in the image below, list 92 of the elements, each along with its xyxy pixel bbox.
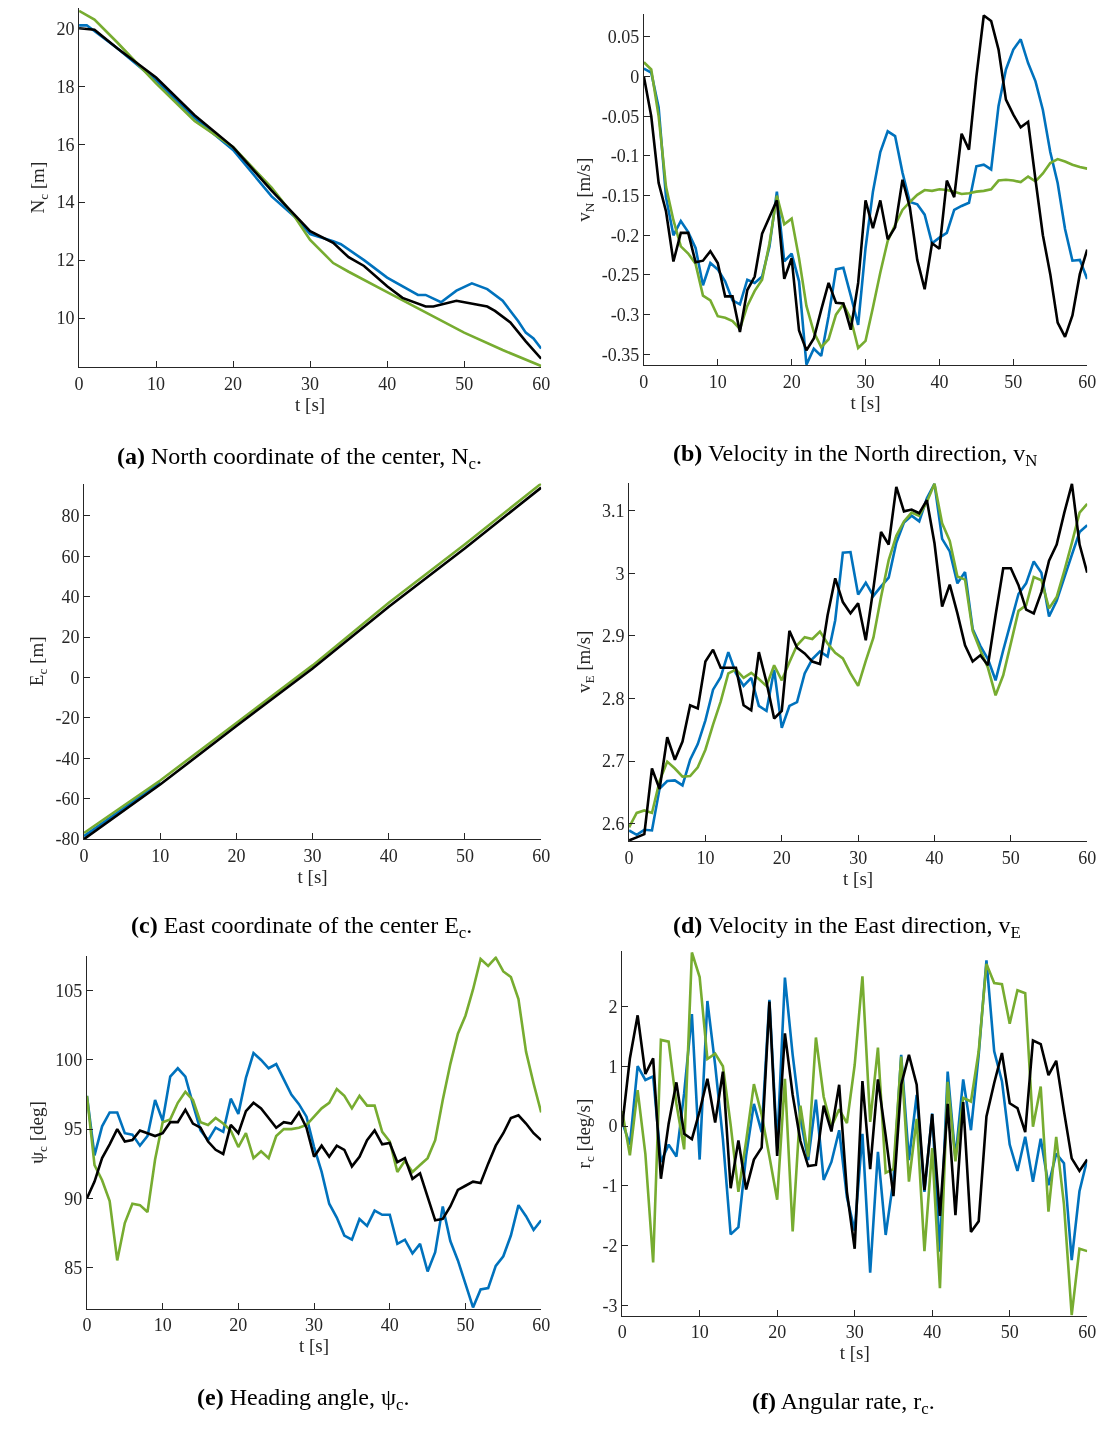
y-tick-label: 2.7 bbox=[601, 751, 625, 772]
x-tick-label: 10 bbox=[147, 374, 166, 395]
line-series bbox=[622, 1000, 1088, 1251]
x-tick-label: 20 bbox=[782, 372, 801, 393]
x-tick-label: 50 bbox=[1001, 847, 1020, 868]
x-tick-label: 20 bbox=[224, 374, 243, 395]
x-tick-label: 40 bbox=[378, 374, 397, 395]
x-tick-label: 40 bbox=[380, 1315, 399, 1336]
y-tick-label: -20 bbox=[55, 708, 80, 729]
text: (e) Heading angle, ψ$_{c}$. bbox=[197, 1384, 410, 1415]
y-tick-label: 80 bbox=[61, 506, 80, 527]
x-tick-label: 30 bbox=[305, 1315, 324, 1336]
x-axis-title: t [s] bbox=[850, 392, 881, 414]
y-tick-label: 20 bbox=[61, 627, 80, 648]
y-tick-label: 2.8 bbox=[601, 688, 625, 709]
x-axis-title: t [s] bbox=[297, 865, 328, 887]
text: (f) Angular rate, r$_{c}$. bbox=[752, 1388, 935, 1419]
line-series bbox=[86, 1101, 542, 1222]
x-tick-label: 30 bbox=[303, 845, 322, 866]
y-tick-label: 14 bbox=[56, 192, 75, 213]
x-tick-label: 50 bbox=[455, 374, 474, 395]
y-tick-label: 100 bbox=[55, 1050, 83, 1071]
y-tick-label: -0.1 bbox=[610, 146, 640, 167]
y-tick-label: -0.05 bbox=[601, 106, 640, 127]
y-tick-label: -40 bbox=[55, 748, 80, 769]
y-tick-label: -0.2 bbox=[610, 225, 640, 246]
y-tick-label: -2 bbox=[602, 1236, 618, 1257]
y-tick-label: -0.25 bbox=[601, 265, 640, 286]
line-series bbox=[86, 956, 542, 1262]
y-tick-label: 18 bbox=[56, 76, 75, 97]
x-tick-label: 60 bbox=[1078, 372, 1097, 393]
text: (a) North coordinate of the center, N$_{c}$. bbox=[117, 443, 483, 474]
y-tick-label: 12 bbox=[56, 250, 75, 271]
x-tick-label: 60 bbox=[532, 374, 551, 395]
y-tick-label: 2.6 bbox=[601, 813, 625, 834]
text: (d) Velocity in the East direction, v$_{E}$ bbox=[673, 912, 1021, 943]
y-tick-label: 90 bbox=[64, 1188, 83, 1209]
x-tick-label: 30 bbox=[301, 374, 320, 395]
x-tick-label: 40 bbox=[925, 847, 944, 868]
x-tick-label: 10 bbox=[696, 847, 715, 868]
x-tick-label: 30 bbox=[856, 372, 875, 393]
y-tick-label: -0.15 bbox=[601, 185, 640, 206]
x-tick-label: 10 bbox=[708, 372, 727, 393]
x-axis-title: t [s] bbox=[839, 1342, 870, 1364]
y-tick-label: 3.1 bbox=[601, 501, 625, 522]
y-tick-label: -3 bbox=[602, 1295, 618, 1316]
x-tick-label: 30 bbox=[845, 1322, 864, 1343]
x-tick-label: 20 bbox=[229, 1315, 248, 1336]
x-tick-label: 60 bbox=[1078, 847, 1097, 868]
y-tick-label: 3 bbox=[615, 563, 625, 584]
y-tick-label: 1 bbox=[608, 1056, 618, 1077]
y-tick-label: 10 bbox=[56, 308, 75, 329]
text: (c) East coordinate of the center E$_{c}$. bbox=[131, 912, 473, 943]
x-tick-label: 10 bbox=[690, 1322, 709, 1343]
y-tick-label: 0 bbox=[70, 667, 80, 688]
y-tick-label: -0.3 bbox=[610, 304, 640, 325]
y-tick-label: 16 bbox=[56, 134, 75, 155]
y-tick-label: 20 bbox=[56, 18, 75, 39]
text: (b) Velocity in the North direction, v$_{N}$ bbox=[673, 440, 1038, 471]
y-tick-label: -60 bbox=[55, 789, 80, 809]
y-tick-label: 105 bbox=[55, 981, 83, 1002]
y-tick-label: -1 bbox=[602, 1176, 618, 1197]
x-tick-label: 50 bbox=[1000, 1322, 1019, 1343]
x-tick-label: 10 bbox=[151, 845, 170, 866]
x-tick-label: 50 bbox=[455, 845, 474, 866]
y-tick-label: 60 bbox=[61, 546, 80, 567]
x-tick-label: 20 bbox=[772, 847, 791, 868]
x-tick-label: 60 bbox=[1078, 1322, 1097, 1343]
x-tick-label: 60 bbox=[532, 845, 551, 866]
x-tick-label: 60 bbox=[532, 1315, 551, 1336]
y-tick-label: -80 bbox=[55, 829, 80, 850]
y-tick-label: 95 bbox=[64, 1119, 83, 1140]
x-tick-label: 30 bbox=[849, 847, 868, 868]
x-tick-label: 10 bbox=[153, 1315, 172, 1336]
x-tick-label: 40 bbox=[923, 1322, 942, 1343]
x-axis-title: t [s] bbox=[299, 1335, 330, 1357]
y-tick-label: 2.9 bbox=[601, 626, 625, 647]
x-tick-label: 50 bbox=[1004, 372, 1023, 393]
x-tick-label: 50 bbox=[456, 1315, 475, 1336]
y-tick-label: -0.35 bbox=[601, 344, 640, 365]
y-tick-label: 0 bbox=[608, 1116, 618, 1137]
x-tick-label: 40 bbox=[379, 845, 398, 866]
x-tick-label: 40 bbox=[930, 372, 949, 393]
y-tick-label: 85 bbox=[64, 1257, 83, 1278]
x-axis-title: t [s] bbox=[843, 867, 874, 889]
x-axis-title: t [s] bbox=[295, 394, 326, 416]
y-tick-label: 0 bbox=[630, 66, 640, 87]
y-tick-label: 0.05 bbox=[607, 27, 640, 48]
x-tick-label: 20 bbox=[768, 1322, 787, 1343]
x-tick-label: 20 bbox=[227, 845, 246, 866]
y-tick-label: 40 bbox=[61, 587, 80, 608]
y-tick-label: 2 bbox=[608, 996, 618, 1017]
